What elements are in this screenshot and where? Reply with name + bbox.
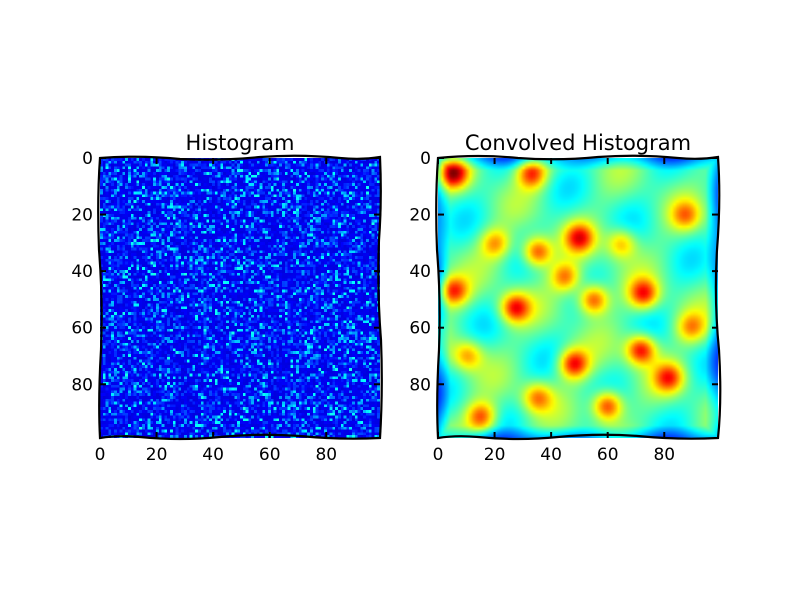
x-tick-label: 40 [540, 445, 562, 465]
histogram-panel: Histogram 0 20 40 60 80 0 20 40 60 80 [71, 131, 383, 465]
y-tick-label: 60 [409, 319, 431, 339]
x-tick-label: 20 [146, 445, 168, 465]
chart-title: Histogram [186, 131, 295, 155]
chart-title: Convolved Histogram [465, 131, 691, 155]
y-tick-label: 0 [420, 149, 431, 169]
x-tick-label: 20 [484, 445, 506, 465]
y-tick-label: 60 [71, 319, 93, 339]
y-tick-labels: 0 20 40 60 80 [409, 149, 431, 395]
y-tick-label: 0 [82, 149, 93, 169]
x-tick-label: 40 [202, 445, 224, 465]
x-tick-label: 60 [597, 445, 619, 465]
y-tick-label: 40 [409, 262, 431, 282]
x-tick-label: 60 [259, 445, 281, 465]
y-tick-labels: 0 20 40 60 80 [71, 149, 93, 395]
y-tick-label: 20 [409, 206, 431, 226]
y-tick-label: 20 [71, 206, 93, 226]
convolved-histogram-panel: Convolved Histogram 0 20 40 60 80 0 20 4… [409, 131, 722, 465]
x-tick-label: 80 [653, 445, 675, 465]
plot-frame [97, 154, 383, 441]
y-tick-label: 40 [71, 262, 93, 282]
axis-ticks [437, 157, 718, 438]
x-tick-labels: 0 20 40 60 80 [95, 445, 338, 465]
convolved-heatmap [438, 158, 718, 438]
x-tick-label: 0 [95, 445, 106, 465]
axis-ticks [99, 157, 380, 438]
y-tick-label: 80 [409, 375, 431, 395]
plot-frame [435, 154, 722, 441]
x-tick-label: 80 [315, 445, 337, 465]
y-tick-label: 80 [71, 375, 93, 395]
x-tick-labels: 0 20 40 60 80 [433, 445, 676, 465]
x-tick-label: 0 [433, 445, 444, 465]
histogram-heatmap [100, 158, 380, 438]
